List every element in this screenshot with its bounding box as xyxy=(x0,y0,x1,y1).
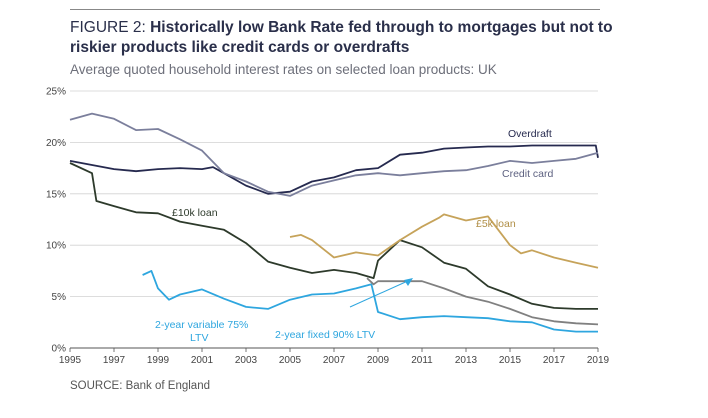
annotation-credit-card: Credit card xyxy=(502,168,554,180)
series-line-credit-card xyxy=(69,112,599,197)
chart-subtitle: Average quoted household interest rates … xyxy=(70,62,497,77)
title-text: Historically low Bank Rate fed through t… xyxy=(70,19,613,56)
x-tick-label: 2003 xyxy=(235,355,258,366)
annotation-2yr-variable-line1: 2-year variable 75% xyxy=(155,319,248,331)
x-tick-label: 2017 xyxy=(543,355,566,366)
annotation-5k-loan: £5k loan xyxy=(476,218,516,230)
x-tick-label: 2015 xyxy=(499,355,522,366)
annotation-10k-loan: £10k loan xyxy=(172,207,218,219)
y-tick-label: 15% xyxy=(46,189,66,200)
y-axis-ticks: 0% 5% 10% 15% 20% 25% xyxy=(46,87,66,355)
x-tick-label: 2011 xyxy=(411,355,433,366)
y-tick-label: 25% xyxy=(46,87,66,98)
y-tick-label: 10% xyxy=(46,241,66,252)
x-tick-label: 1999 xyxy=(147,355,170,366)
x-tick-label: 2001 xyxy=(191,355,214,366)
annotation-2yr-fixed: 2-year fixed 90% LTV xyxy=(275,329,375,341)
y-tick-label: 5% xyxy=(52,292,67,303)
series-line-two-year-fixed xyxy=(366,277,599,326)
series-line-overdraft xyxy=(69,144,599,195)
chart-title: FIGURE 2: Historically low Bank Rate fed… xyxy=(70,18,630,58)
fixed-rate-arrow-head xyxy=(404,278,413,286)
figure-label: FIGURE 2: xyxy=(70,19,151,36)
x-tick-label: 2009 xyxy=(367,355,390,366)
x-tick-label: 2013 xyxy=(455,355,478,366)
y-tick-label: 0% xyxy=(52,344,67,355)
x-tick-label: 2007 xyxy=(323,355,346,366)
x-tick-label: 2005 xyxy=(279,355,302,366)
series-lines xyxy=(69,112,599,333)
x-tick-label: 1997 xyxy=(103,355,126,366)
series-line-five-k-loan xyxy=(289,213,599,269)
x-tick-label: 1995 xyxy=(59,355,82,366)
series-line-ten-k-loan xyxy=(69,162,598,310)
series-line-two-year-variable xyxy=(142,270,598,333)
fixed-rate-arrow xyxy=(349,279,411,308)
annotation-overdraft: Overdraft xyxy=(508,128,552,140)
x-tick-label: 2019 xyxy=(587,355,610,366)
y-tick-label: 20% xyxy=(46,138,66,149)
source-note: SOURCE: Bank of England xyxy=(70,380,210,392)
title-rule xyxy=(70,9,600,10)
annotation-2yr-variable-line2: LTV xyxy=(190,332,208,344)
x-axis-ticks: 1995 1997 1999 2001 2003 2005 2007 2009 2011 2013… xyxy=(59,348,610,366)
annotations: Overdraft Credit card £10k loan £5k loan… xyxy=(155,128,554,344)
